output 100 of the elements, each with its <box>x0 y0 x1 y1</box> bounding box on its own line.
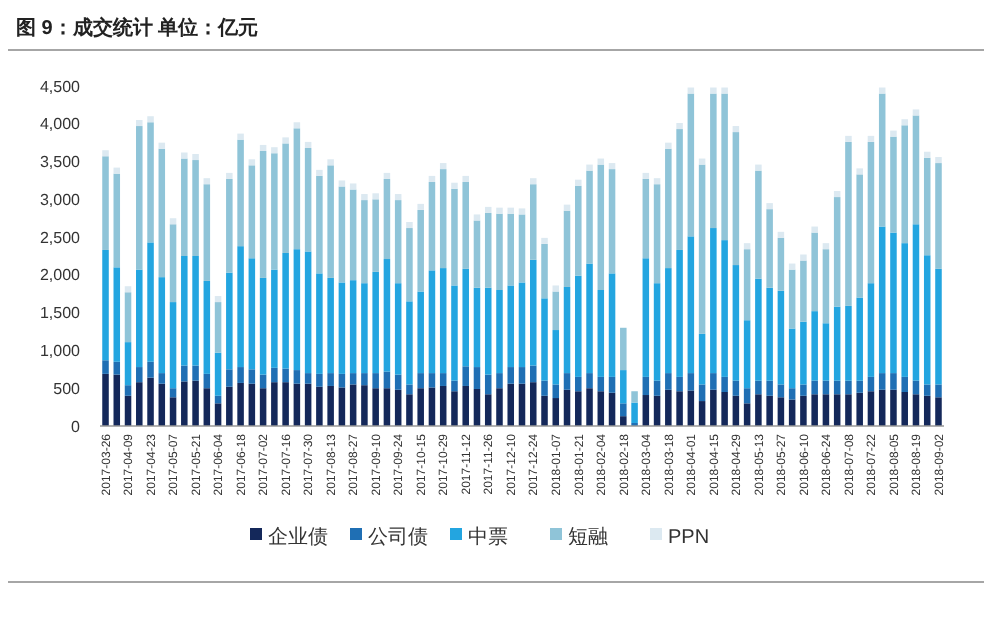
bar <box>226 178 233 273</box>
bar <box>856 392 863 426</box>
bar <box>113 167 121 174</box>
bar <box>462 181 469 269</box>
bar <box>349 280 357 374</box>
bar <box>552 384 560 399</box>
bar <box>575 275 582 377</box>
bar <box>484 394 492 426</box>
bar <box>484 206 492 213</box>
bar <box>890 373 897 390</box>
bar <box>890 130 897 137</box>
bar <box>642 178 650 259</box>
bar <box>349 189 357 281</box>
bar <box>451 380 458 392</box>
bar <box>304 147 312 252</box>
bar <box>192 160 199 256</box>
bar <box>203 388 211 426</box>
bar <box>811 394 818 426</box>
bar <box>687 390 695 426</box>
bar <box>721 93 728 241</box>
bar <box>721 87 728 94</box>
bar <box>451 285 458 381</box>
bar <box>541 380 548 396</box>
bar <box>800 260 807 322</box>
bar <box>687 93 695 237</box>
bar <box>867 283 875 377</box>
bar <box>777 290 785 385</box>
bar <box>676 391 683 426</box>
bar <box>181 256 188 366</box>
bar <box>642 376 650 396</box>
bar <box>428 175 436 182</box>
bar <box>586 373 593 389</box>
bar <box>147 122 154 243</box>
bar <box>124 342 132 386</box>
bar <box>406 222 413 229</box>
bar <box>935 397 942 426</box>
bar <box>338 282 346 374</box>
bar <box>102 360 109 374</box>
y-tick-label: 1,000 <box>39 342 82 361</box>
bar <box>428 387 436 426</box>
bar <box>766 380 773 396</box>
bar <box>361 200 368 284</box>
bar <box>890 389 897 426</box>
bar <box>901 119 908 126</box>
bar <box>620 327 627 371</box>
bar <box>653 178 661 185</box>
bar <box>451 188 458 286</box>
bar <box>451 391 458 426</box>
bar <box>316 386 323 426</box>
bar <box>676 249 683 377</box>
bar <box>417 388 424 426</box>
bar <box>586 388 593 426</box>
bar <box>935 384 942 398</box>
bar <box>552 285 560 292</box>
bar <box>653 380 661 396</box>
bar <box>845 141 852 306</box>
bar <box>878 87 886 94</box>
bar <box>665 148 672 269</box>
bar <box>259 144 267 151</box>
bar <box>417 203 424 210</box>
bar <box>822 249 830 324</box>
bar <box>214 352 222 396</box>
bar <box>192 154 199 161</box>
bar <box>361 283 368 374</box>
bar <box>473 220 481 288</box>
bar <box>293 370 301 384</box>
bar <box>136 126 143 270</box>
bar <box>271 153 278 270</box>
bar <box>777 237 785 291</box>
y-tick-label: 3,500 <box>39 153 82 172</box>
bar <box>349 384 357 426</box>
y-tick-label: 2,000 <box>39 266 82 285</box>
bar <box>203 178 211 185</box>
y-tick-label: 1,500 <box>39 304 82 323</box>
bar <box>518 367 526 384</box>
legend-label: 公司债 <box>368 525 428 549</box>
bar <box>496 213 503 290</box>
bar <box>642 172 650 179</box>
bar <box>788 263 796 270</box>
bar <box>923 151 931 158</box>
bar <box>867 141 875 284</box>
bar <box>541 395 548 426</box>
bar <box>394 283 402 375</box>
bar <box>383 388 391 426</box>
bar <box>226 386 233 426</box>
bar <box>867 135 875 142</box>
bar <box>552 291 560 331</box>
bar <box>147 361 154 378</box>
bar <box>192 256 199 366</box>
bar <box>788 388 796 400</box>
bar <box>113 361 121 375</box>
bar <box>282 368 289 383</box>
bar <box>169 302 177 389</box>
bar <box>507 383 515 426</box>
bar <box>878 93 886 227</box>
bar <box>777 231 785 238</box>
bar <box>766 203 773 210</box>
bar <box>158 277 166 374</box>
bar <box>102 249 109 361</box>
bar <box>406 228 413 302</box>
